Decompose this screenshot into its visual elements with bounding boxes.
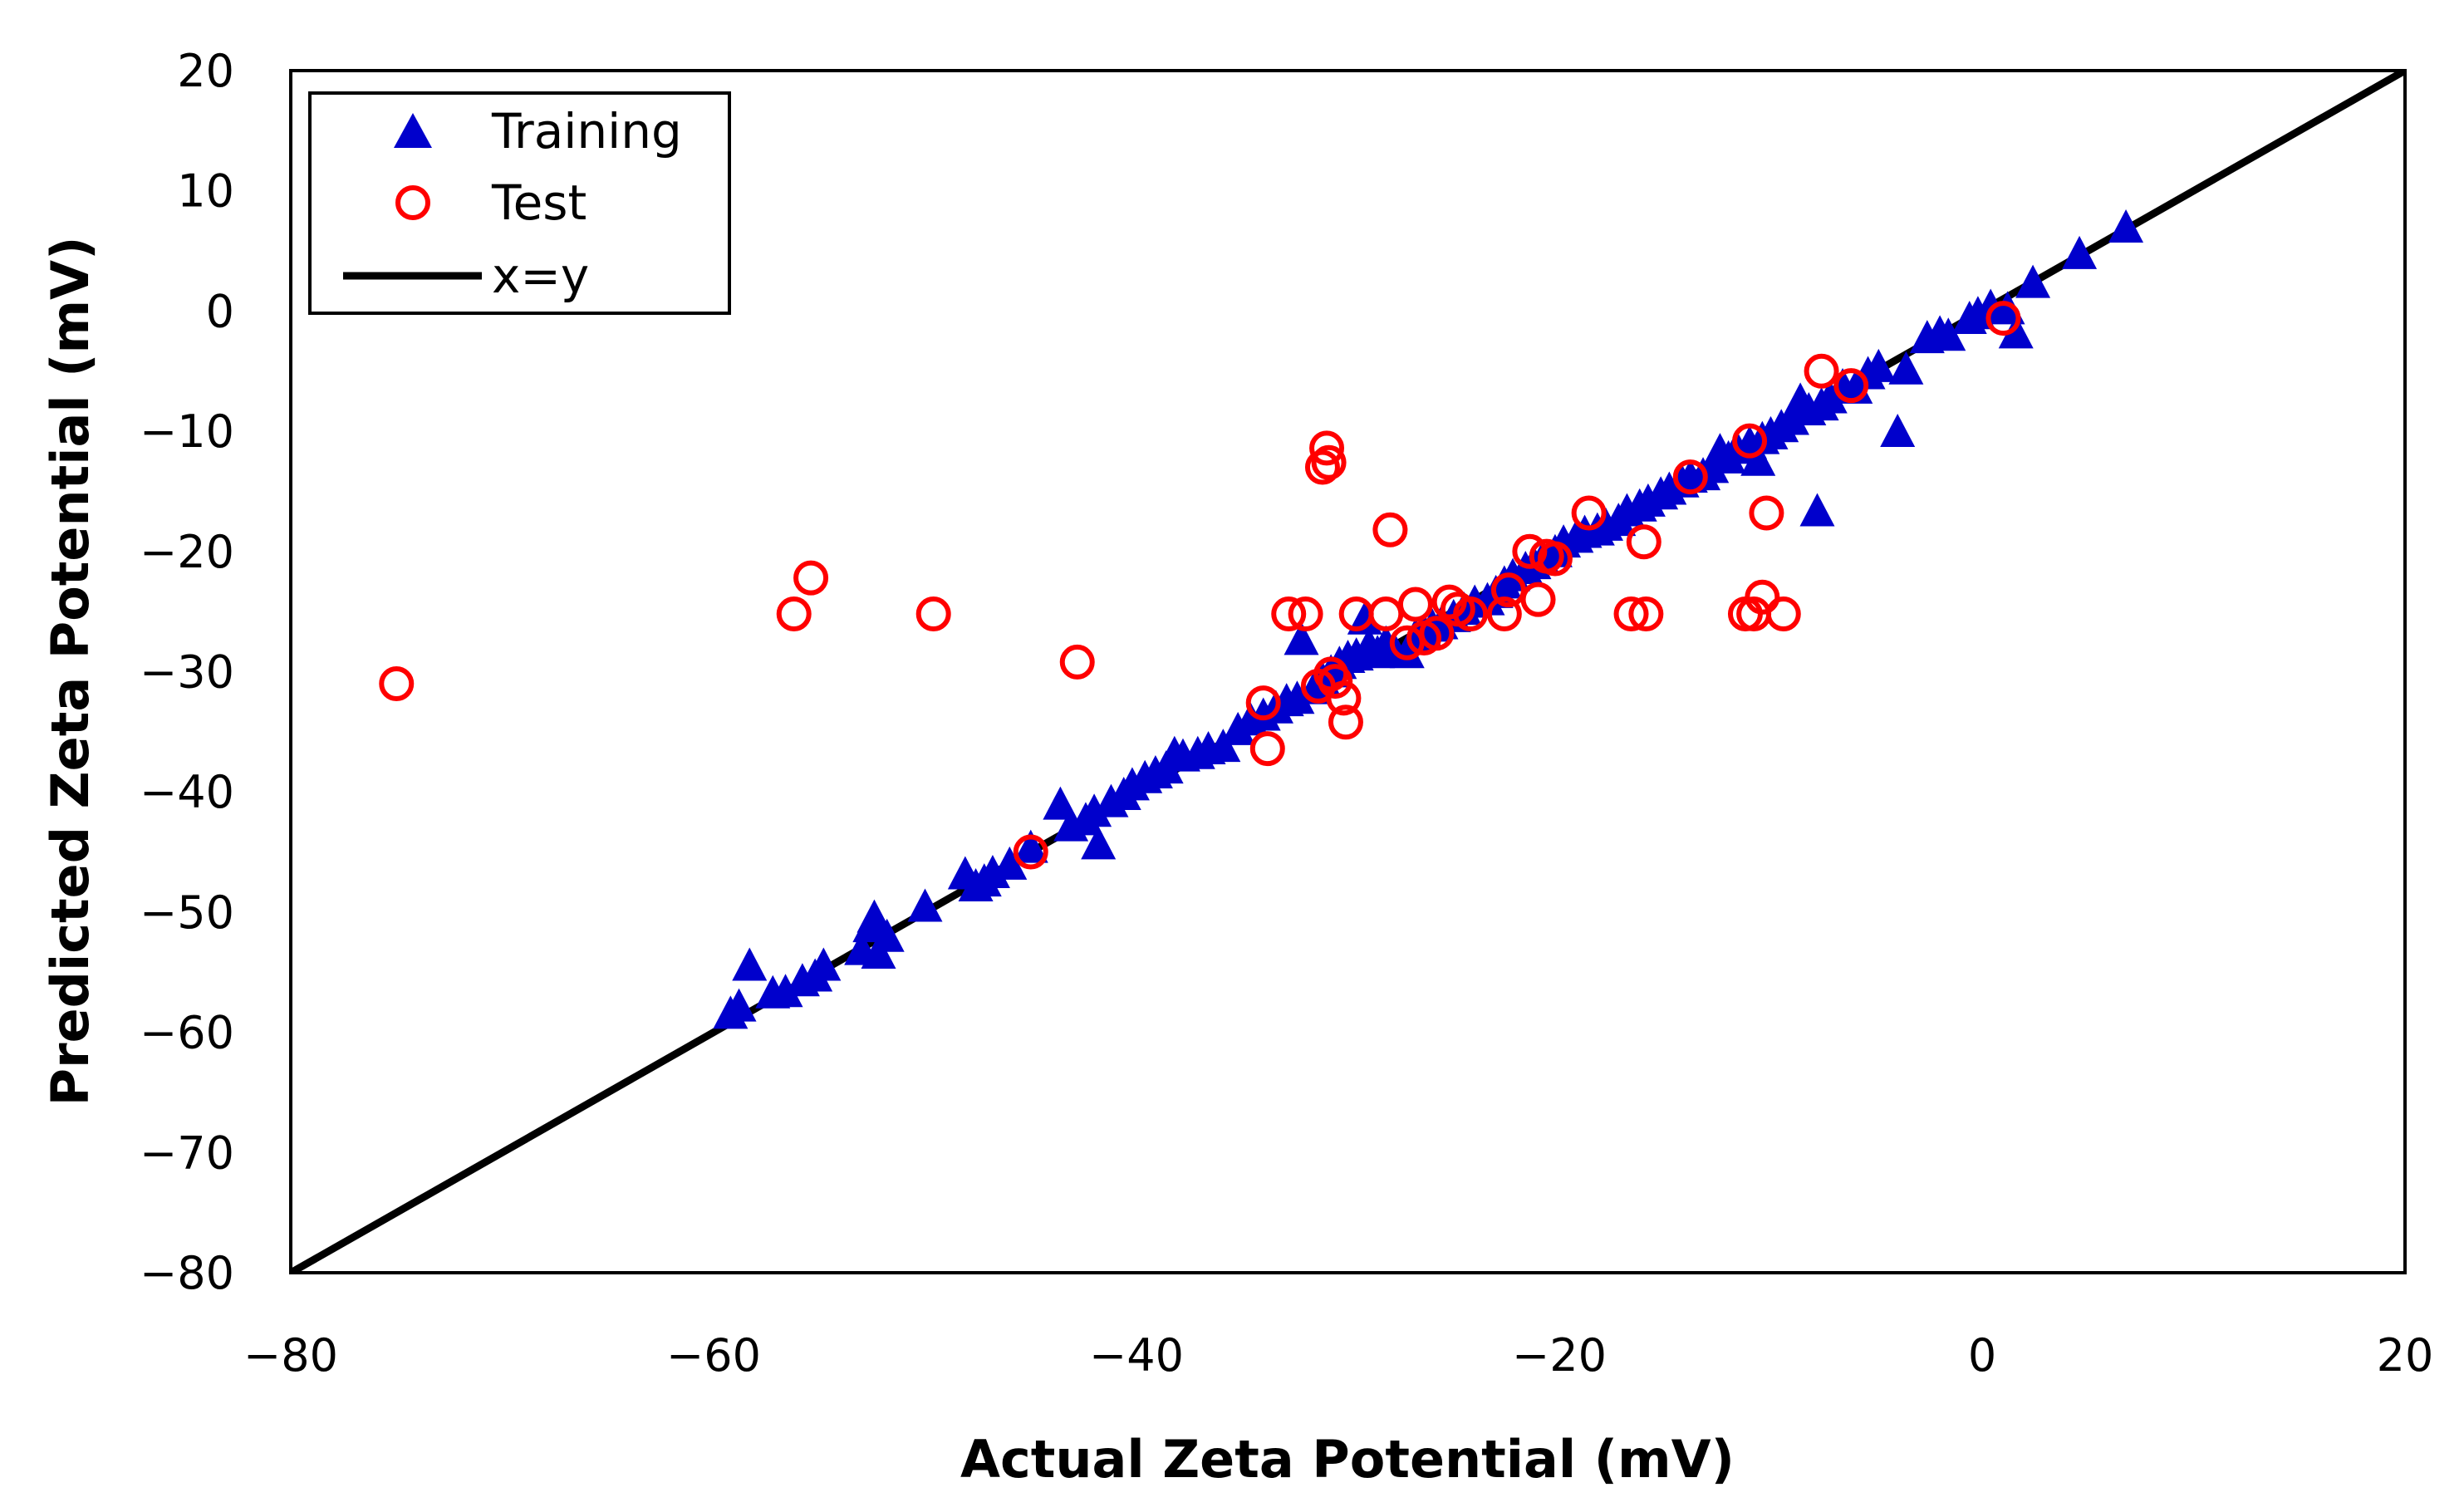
y-axis-title: Predicted Zeta Potential (mV) xyxy=(40,237,101,1107)
training-point xyxy=(1205,729,1241,763)
training-point xyxy=(2015,264,2051,298)
test-point xyxy=(1985,301,2021,336)
test-point xyxy=(1318,664,1353,700)
x-tick-label: −20 xyxy=(1512,1329,1607,1382)
test-point xyxy=(1626,524,1661,560)
test-point xyxy=(1833,368,1869,404)
test-point xyxy=(1419,616,1455,651)
training-point xyxy=(1279,680,1315,714)
training-point xyxy=(1998,315,2034,349)
y-tick-label: −70 xyxy=(140,1127,234,1179)
y-tick-label: −30 xyxy=(140,646,234,699)
test-point xyxy=(1328,704,1363,740)
test-point xyxy=(1397,587,1433,622)
test-point xyxy=(1389,625,1425,660)
x-tick-label: 0 xyxy=(1968,1329,1996,1382)
training-point xyxy=(1861,348,1897,382)
training-point xyxy=(1389,635,1425,669)
test-point xyxy=(1520,582,1556,617)
x-tick-label: 20 xyxy=(2377,1329,2434,1382)
test-point xyxy=(1013,834,1048,870)
training-point xyxy=(721,988,757,1022)
training-point xyxy=(1888,351,1924,385)
test-point xyxy=(1672,459,1708,495)
x-tick-label: −60 xyxy=(666,1329,761,1382)
plot-area-frame xyxy=(289,69,2407,1274)
test-point xyxy=(1304,449,1340,485)
training-point xyxy=(974,855,1010,889)
y-tick-label: −60 xyxy=(140,1007,234,1059)
training-point xyxy=(2108,209,2144,243)
test-point xyxy=(915,596,951,632)
test-point xyxy=(1804,353,1839,389)
training-point xyxy=(1931,317,1966,351)
training-point xyxy=(1077,793,1112,827)
training-point xyxy=(857,899,892,933)
x-axis-ticks: −80 −60 −40 −20 0 20 xyxy=(243,1329,2433,1382)
training-point xyxy=(1774,401,1809,435)
test-point xyxy=(1059,644,1095,680)
test-point xyxy=(1245,685,1281,721)
y-tick-label: −80 xyxy=(140,1247,234,1299)
test-point xyxy=(1368,596,1404,632)
y-tick-label: −40 xyxy=(140,766,234,818)
test-point xyxy=(1249,731,1285,767)
series-test xyxy=(379,301,2021,870)
training-point xyxy=(861,935,896,969)
test-point xyxy=(1571,495,1607,531)
training-point xyxy=(1740,442,1776,476)
y-tick-label: −10 xyxy=(140,405,234,458)
training-point xyxy=(907,888,943,922)
training-point xyxy=(768,974,803,1008)
test-point xyxy=(1732,423,1768,459)
y-tick-label: 10 xyxy=(177,165,234,218)
test-point xyxy=(1453,596,1489,632)
training-point xyxy=(806,947,842,981)
training-point xyxy=(1880,413,1916,447)
test-point xyxy=(1537,541,1573,577)
training-point xyxy=(1284,621,1319,655)
training-point xyxy=(732,947,768,981)
legend-test-label: Test xyxy=(491,174,587,231)
test-point xyxy=(1749,495,1784,531)
test-point xyxy=(1311,444,1347,480)
test-point xyxy=(1288,596,1323,632)
test-point xyxy=(793,560,829,596)
test-point xyxy=(379,665,415,701)
test-point xyxy=(1490,572,1526,608)
x-axis-title: Actual Zeta Potential (mV) xyxy=(960,1429,1735,1490)
x-tick-label: −40 xyxy=(1089,1329,1184,1382)
y-axis-ticks: −80 −70 −60 −50 −40 −30 −20 −10 0 10 20 xyxy=(140,45,234,1299)
legend-test-marker xyxy=(395,185,430,220)
y-tick-label: −20 xyxy=(140,526,234,578)
test-point xyxy=(1765,596,1801,632)
training-point xyxy=(1799,493,1835,527)
training-point xyxy=(1081,826,1117,860)
training-point xyxy=(1013,829,1048,863)
test-point xyxy=(1309,430,1345,466)
training-point xyxy=(869,918,905,952)
legend-training-marker xyxy=(394,113,432,148)
test-point xyxy=(776,596,812,632)
y-tick-label: 0 xyxy=(206,285,234,337)
training-point xyxy=(1043,786,1078,820)
x-tick-label: −80 xyxy=(243,1329,338,1382)
y-tick-label: 20 xyxy=(177,45,234,97)
test-point xyxy=(1613,596,1649,632)
test-point xyxy=(1486,596,1522,632)
y-tick-label: −50 xyxy=(140,886,234,939)
training-point xyxy=(2062,235,2098,269)
test-point xyxy=(1745,579,1780,615)
legend-training-label: Training xyxy=(491,103,682,160)
legend: Training Test x=y xyxy=(308,91,731,315)
training-point xyxy=(992,846,1028,880)
test-point xyxy=(1372,512,1408,547)
test-point xyxy=(1326,680,1362,716)
test-point xyxy=(1628,596,1664,632)
test-point xyxy=(1271,596,1307,632)
legend-xy-label: x=y xyxy=(492,248,589,304)
